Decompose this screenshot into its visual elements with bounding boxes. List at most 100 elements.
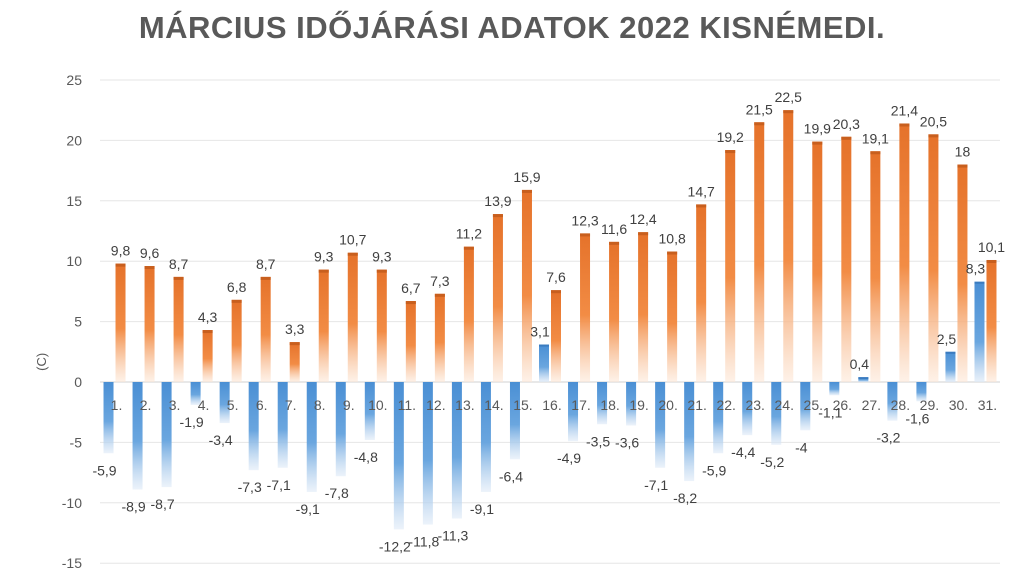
data-label-max: 9,6 [140,245,160,261]
chart-title: MÁRCIUS IDŐJÁRÁSI ADATOK 2022 KISNÉMEDI. [138,10,886,45]
bar-max-temp [812,141,823,382]
data-label-min: -9,1 [470,501,494,517]
data-label-max: 18 [955,144,971,160]
bar-min-temp [190,382,201,405]
bar-max-temp-cap [841,136,852,140]
bar-max-temp-cap [551,290,561,294]
data-label-min: -3,6 [615,434,639,450]
data-label-max: 8,7 [169,256,189,272]
bar-max-temp [434,293,445,382]
bar-max-temp-cap [202,330,213,334]
x-tick-label: 3. [169,397,181,413]
data-label-min: 3,1 [530,324,550,340]
y-tick-label: 15 [66,193,82,209]
bar-max-temp-cap [986,259,997,263]
x-tick-label: 22. [716,397,735,413]
bar-min-temp [219,382,230,424]
x-tick-label: 5. [227,397,239,413]
bar-max-temp [870,151,881,382]
bar-max-temp-cap [899,123,910,127]
data-label-min: -8,2 [673,490,697,506]
x-tick-label: 27. [862,397,881,413]
bar-max-temp [986,259,997,382]
bar-max-temp-cap [725,150,736,154]
data-label-min: -4,8 [354,449,378,465]
bar-max-temp-cap [289,342,300,346]
bar-min-temp [568,382,579,442]
y-tick-label: 25 [66,72,82,88]
bar-min-temp [161,382,172,488]
data-label-min: 2,5 [937,331,957,347]
bar-min-temp [509,382,520,460]
data-label-max: 19,9 [804,121,831,137]
x-tick-label: 10. [368,397,387,413]
data-label-min: -4,4 [731,444,755,460]
bar-max-temp-cap [376,269,387,273]
bar-max-temp [521,189,532,382]
bar-min-temp [335,382,346,477]
data-label-min: -1,1 [818,404,842,420]
data-label-max: 15,9 [513,169,540,185]
data-label-max: 12,4 [629,211,656,227]
y-axis-ticks: -15 -10 -5 0 5 10 15 20 25 [62,72,82,571]
bar-max-temp-cap [144,266,155,270]
data-label-min: -7,8 [325,485,349,501]
bar-min-temp [103,382,114,454]
data-labels: 9,8 -5,9 9,6 -8,9 8,7 -8,7 4,3 -1,9 6,8 -3,4 8,7 -7… [92,89,1005,554]
data-label-max: 6,7 [401,280,421,296]
bar-min-temp-cap [858,377,869,380]
bar-max-temp [318,269,329,382]
x-tick-label: 18. [600,397,619,413]
x-tick-label: 4. [198,397,210,413]
bar-max-temp-cap [434,293,445,297]
x-tick-label: 24. [775,397,794,413]
data-label-max: 21,4 [891,102,918,118]
bar-max-temp-cap [492,214,503,218]
bar-max-temp-cap [463,246,474,250]
x-axis-labels: 1. 2. 3. 4. 5. 6. 7. 8. 9. 10. 11. 12. 13. 14. 15. 16. 1… [111,397,998,413]
data-label-max: 9,3 [372,249,392,265]
x-tick-label: 6. [256,397,268,413]
data-label-max: 20,5 [920,113,947,129]
x-tick-label: 1. [111,397,123,413]
bar-max-temp-cap [696,204,707,208]
data-label-max: 19,1 [862,130,889,146]
x-tick-label: 28. [891,397,910,413]
data-label-max: 19,2 [717,129,744,145]
bar-max-temp [609,241,620,382]
bar-min-temp-cap [539,344,549,347]
bar-max-temp [754,122,765,382]
bar-max-temp-cap [667,251,678,255]
data-label-min: 0,4 [850,356,870,372]
bar-max-temp [231,299,242,382]
bar-max-temp [928,134,939,382]
data-label-min: -7,1 [267,477,291,493]
data-label-max: 13,9 [484,193,511,209]
bar-max-temp [376,269,387,382]
x-tick-label: 17. [571,397,590,413]
data-label-min: -6,4 [499,468,523,484]
bar-max-temp [551,290,561,382]
bar-max-temp [667,251,678,382]
y-tick-label: 0 [74,374,82,390]
bar-min-temp [306,382,317,492]
bar-max-temp-cap [783,110,794,114]
bar-max-temp [783,110,794,382]
x-tick-label: 30. [949,397,968,413]
data-label-max: 22,5 [775,89,802,105]
bar-max-temp [289,342,300,382]
bar-max-temp-cap [580,233,591,237]
bar-min-temp [684,382,695,482]
bar-max-temp [260,276,271,382]
data-label-min: -4,9 [557,450,581,466]
bar-min-temp [829,382,840,396]
data-label-min: -1,9 [180,414,204,430]
bar-max-temp [202,330,213,382]
y-tick-label: -10 [62,495,82,511]
data-label-max: 9,8 [111,243,131,259]
bar-max-temp [115,263,126,382]
bar-max-temp-cap [260,276,271,280]
data-label-max: 7,3 [430,273,450,289]
bar-min-temp [393,382,404,530]
data-label-min: -5,2 [760,454,784,470]
